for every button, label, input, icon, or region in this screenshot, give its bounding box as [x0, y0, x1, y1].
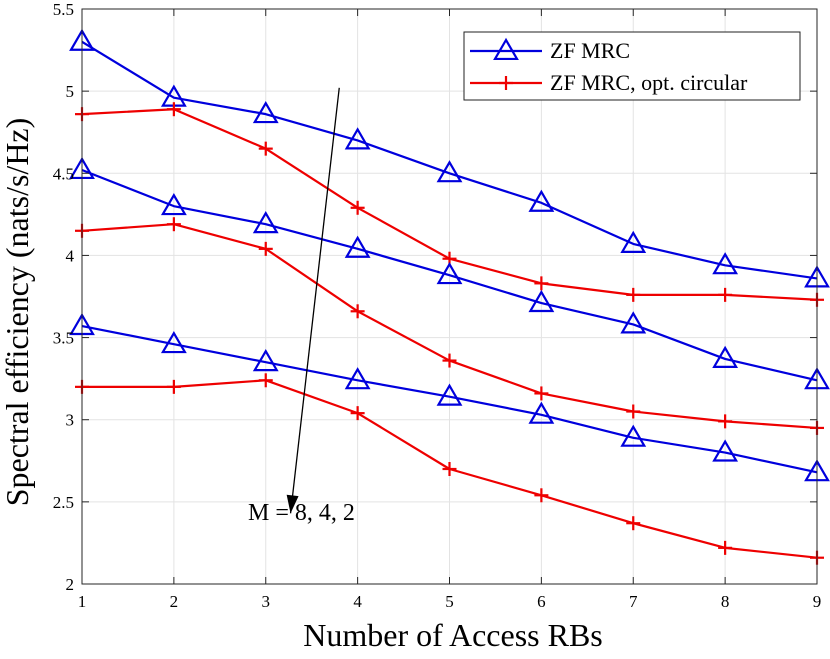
x-tick-label: 5: [445, 592, 454, 611]
data-point: [166, 379, 181, 394]
data-point: [534, 276, 549, 291]
x-tick-label: 7: [629, 592, 638, 611]
x-axis-title: Number of Access RBs: [303, 617, 603, 653]
legend-label-zf-mrc-opt-circular: ZF MRC, opt. circular: [550, 70, 748, 95]
y-tick-label: 4.5: [53, 164, 74, 183]
y-tick-label: 3.5: [53, 329, 74, 348]
y-tick-label: 2: [66, 575, 75, 594]
x-tick-label: 2: [170, 592, 179, 611]
data-point: [258, 241, 273, 256]
x-tick-label: 9: [813, 592, 822, 611]
data-point: [166, 102, 181, 117]
data-point: [258, 373, 273, 388]
x-tick-label: 3: [262, 592, 271, 611]
x-tick-label: 6: [537, 592, 546, 611]
data-point: [718, 414, 733, 429]
data-point: [534, 386, 549, 401]
data-point: [160, 192, 187, 216]
y-tick-label: 5: [66, 82, 75, 101]
data-point: [528, 289, 555, 313]
data-point: [350, 200, 365, 215]
data-point: [712, 345, 739, 368]
x-tick-label: 8: [721, 592, 730, 611]
series-zf-mrc-opt-circular-m4: [75, 217, 824, 435]
data-point: [718, 540, 733, 555]
legend-marker: [499, 76, 513, 90]
legend: ZF MRC ZF MRC, opt. circular: [463, 31, 801, 101]
data-point: [344, 127, 371, 150]
annotation-arrowhead: [286, 494, 299, 514]
data-point: [258, 141, 273, 156]
data-point: [528, 401, 555, 424]
annotation-arrow-line: [289, 87, 340, 514]
data-point: [436, 261, 463, 285]
y-tick-label: 3: [66, 411, 75, 430]
data-point: [344, 367, 371, 390]
data-point: [442, 353, 457, 368]
y-tick-label: 5.5: [53, 0, 74, 19]
data-point: [350, 304, 365, 319]
series-zf-mrc-opt-circular-m2: [75, 373, 824, 565]
series-line: [81, 40, 818, 280]
data-point: [436, 383, 463, 406]
axes: 1 2 3 4 5 6 7 8 922.533.544.555.5: [53, 0, 822, 611]
data-point: [620, 230, 647, 253]
data-point: [436, 160, 463, 183]
data-point: [442, 462, 457, 476]
data-point: [252, 100, 279, 124]
series-line: [81, 168, 818, 382]
data-point: [252, 211, 279, 234]
data-point: [160, 330, 187, 354]
data-point: [718, 287, 733, 302]
annotation: M = 8, 4, 2: [248, 87, 355, 526]
data-point: [626, 516, 641, 531]
data-point: [712, 439, 739, 462]
series-zf-mrc-m8: [69, 28, 830, 288]
data-point: [166, 217, 181, 232]
y-tick-label: 4: [66, 246, 75, 265]
data-point: [528, 189, 555, 212]
legend-swatch-zf-mrc-opt-circular: [470, 76, 542, 90]
data-point: [620, 311, 647, 334]
data-point: [534, 488, 549, 503]
data-point: [350, 406, 365, 421]
legend-swatch-zf-mrc: [470, 37, 542, 61]
series-lines: [69, 28, 830, 565]
data-point: [712, 252, 739, 275]
data-point: [252, 349, 279, 372]
x-tick-label: 4: [353, 592, 362, 611]
series-line: [81, 324, 818, 474]
legend-label-zf-mrc: ZF MRC: [550, 38, 630, 63]
data-point: [620, 424, 647, 447]
y-axis-title: Spectral efficiency (nats/s/Hz): [0, 118, 35, 507]
data-point: [626, 287, 641, 302]
annotation-label: M = 8, 4, 2: [248, 500, 355, 526]
legend-box: [463, 31, 801, 101]
data-point: [344, 235, 371, 258]
data-point: [626, 404, 641, 419]
x-tick-label: 1: [78, 592, 87, 611]
legend-marker: [493, 37, 519, 61]
y-tick-label: 2.5: [53, 493, 74, 512]
